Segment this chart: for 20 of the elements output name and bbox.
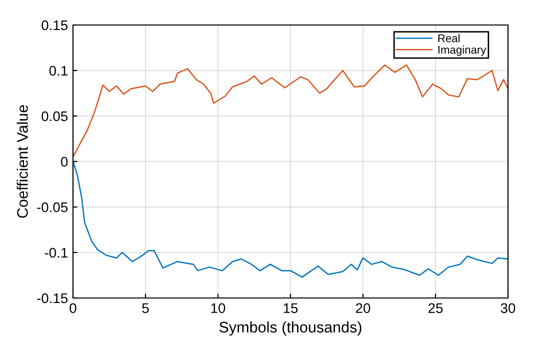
x-tick-label: 15 [284, 303, 298, 314]
y-tick-label: -0.1 [44, 248, 68, 258]
line-series [73, 160, 508, 278]
x-tick-label: 20 [356, 303, 370, 314]
x-tick-label: 10 [211, 303, 226, 314]
y-tick-label: 0.15 [42, 20, 68, 30]
x-tick-label: 25 [428, 303, 443, 314]
x-tick-label: 5 [142, 303, 149, 314]
legend-label: Imaginary [438, 46, 486, 56]
y-tick-label: 0.1 [49, 66, 68, 76]
y-tick-label: 0.05 [42, 111, 68, 122]
x-axis-title: Symbols (thousands) [219, 321, 362, 336]
y-tick-label: -0.05 [37, 202, 68, 212]
y-tick-label: 0 [60, 156, 68, 167]
y-tick-label: -0.15 [37, 293, 68, 304]
y-axis-title: Coefficient Value [16, 105, 28, 218]
x-tick-label: 30 [500, 303, 516, 314]
x-tick-label: 0 [70, 303, 76, 314]
legend-label: Real [438, 34, 460, 42]
line-series [73, 64, 508, 158]
